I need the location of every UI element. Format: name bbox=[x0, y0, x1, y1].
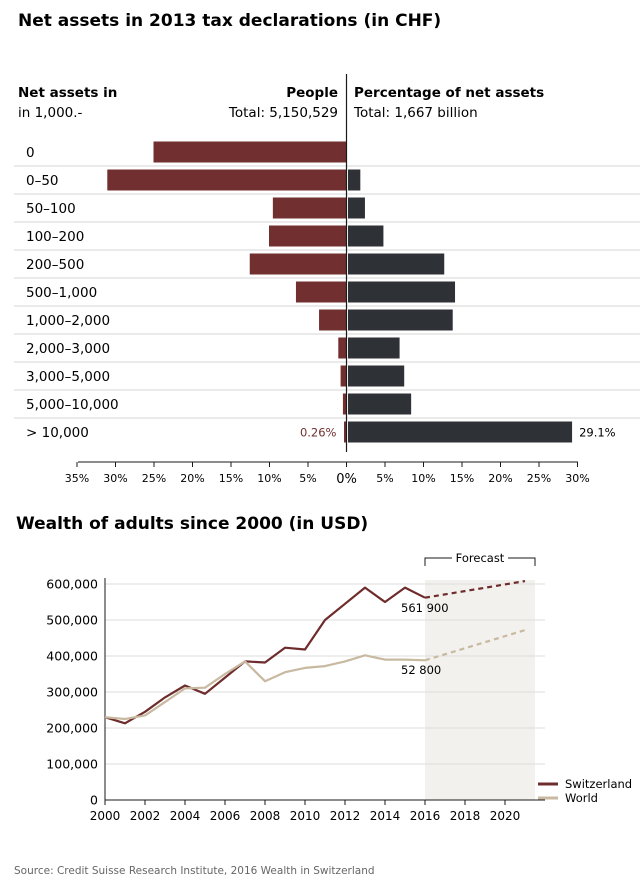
assets-total: Total: 1,667 billion bbox=[353, 105, 478, 121]
x-tick-label: 20% bbox=[180, 472, 204, 485]
assets-bar bbox=[348, 197, 365, 219]
x-tick-label: 0% bbox=[336, 472, 357, 487]
assets-bar bbox=[348, 421, 573, 443]
category-label: 50–100 bbox=[26, 201, 76, 217]
series-line-switzerland bbox=[104, 586, 426, 725]
y-tick-label: 0 bbox=[90, 793, 98, 808]
x-tick-label: 2008 bbox=[250, 809, 281, 823]
people-bar bbox=[319, 309, 346, 331]
category-label: 2,000–3,000 bbox=[26, 341, 110, 357]
assets-bar bbox=[348, 337, 400, 359]
people-bar bbox=[342, 393, 346, 415]
x-tick-label: 5% bbox=[376, 472, 393, 485]
people-bar bbox=[153, 141, 346, 163]
series-forecast-line-switzerland bbox=[424, 580, 526, 599]
assets-bar bbox=[348, 393, 412, 415]
legend-label-world: World bbox=[565, 791, 598, 805]
category-label: 0–50 bbox=[26, 173, 59, 189]
forecast-area bbox=[425, 580, 535, 800]
chart2-title: Wealth of adults since 2000 (in USD) bbox=[16, 514, 368, 534]
y-tick-label: 600,000 bbox=[46, 577, 98, 592]
assets-bar bbox=[348, 309, 453, 331]
x-tick-label: 2004 bbox=[170, 809, 201, 823]
category-label: 5,000–10,000 bbox=[26, 397, 119, 413]
assets-data-label: 29.1% bbox=[579, 426, 616, 440]
people-bar bbox=[107, 169, 346, 191]
y-tick-label: 500,000 bbox=[46, 613, 98, 628]
category-header-line1: Net assets in bbox=[18, 85, 117, 101]
x-tick-label: 30% bbox=[565, 472, 589, 485]
people-bar bbox=[272, 197, 346, 219]
y-tick-label: 100,000 bbox=[46, 757, 98, 772]
x-tick-label: 35% bbox=[65, 472, 89, 485]
category-header-line2: in 1,000.- bbox=[18, 105, 83, 121]
people-bar bbox=[295, 281, 346, 303]
x-tick-label: 5% bbox=[299, 472, 316, 485]
people-bar bbox=[249, 253, 346, 275]
assets-bar bbox=[348, 281, 456, 303]
people-total: Total: 5,150,529 bbox=[228, 105, 338, 121]
category-label: 1,000–2,000 bbox=[26, 313, 110, 329]
x-tick-label: 25% bbox=[527, 472, 551, 485]
x-tick-label: 2012 bbox=[330, 809, 361, 823]
annotation-world: 52 800 bbox=[401, 663, 441, 677]
x-tick-label: 2014 bbox=[370, 809, 401, 823]
x-tick-label: 2016 bbox=[410, 809, 441, 823]
y-tick-label: 200,000 bbox=[46, 721, 98, 736]
x-tick-label: 20% bbox=[488, 472, 512, 485]
y-tick-label: 300,000 bbox=[46, 685, 98, 700]
forecast-label: Forecast bbox=[456, 551, 505, 565]
x-tick-label: 10% bbox=[411, 472, 435, 485]
people-bar bbox=[340, 365, 346, 387]
annotation-switzerland: 561 900 bbox=[401, 601, 449, 615]
x-tick-label: 2018 bbox=[450, 809, 481, 823]
people-header: People bbox=[286, 85, 338, 101]
category-label: 3,000–5,000 bbox=[26, 369, 110, 385]
chart1-title: Net assets in 2013 tax declarations (in … bbox=[18, 11, 441, 31]
category-label: 500–1,000 bbox=[26, 285, 97, 301]
people-bar bbox=[269, 225, 346, 247]
x-tick-label: 2006 bbox=[210, 809, 241, 823]
y-tick-label: 400,000 bbox=[46, 649, 98, 664]
series-line-world bbox=[104, 654, 426, 721]
x-tick-label: 15% bbox=[219, 472, 243, 485]
x-tick-label: 2020 bbox=[490, 809, 521, 823]
source-note: Source: Credit Suisse Research Institute… bbox=[14, 865, 375, 877]
x-tick-label: 15% bbox=[450, 472, 474, 485]
x-tick-label: 30% bbox=[103, 472, 127, 485]
category-label: 0 bbox=[26, 145, 35, 161]
assets-bar bbox=[348, 169, 361, 191]
legend-label-switzerland: Switzerland bbox=[565, 777, 632, 791]
people-bar bbox=[343, 421, 346, 443]
people-data-label: 0.26% bbox=[300, 426, 337, 440]
assets-bar bbox=[348, 253, 445, 275]
assets-bar bbox=[348, 225, 384, 247]
forecast-label-bg bbox=[452, 552, 508, 564]
assets-bar bbox=[348, 365, 405, 387]
assets-header: Percentage of net assets bbox=[354, 85, 544, 101]
category-label: 200–500 bbox=[26, 257, 84, 273]
x-tick-label: 25% bbox=[142, 472, 166, 485]
people-bar bbox=[338, 337, 346, 359]
x-tick-label: 2002 bbox=[130, 809, 161, 823]
category-label: > 10,000 bbox=[26, 425, 89, 441]
x-tick-label: 10% bbox=[257, 472, 281, 485]
x-tick-label: 2000 bbox=[90, 809, 121, 823]
category-label: 100–200 bbox=[26, 229, 84, 245]
x-tick-label: 2010 bbox=[290, 809, 321, 823]
